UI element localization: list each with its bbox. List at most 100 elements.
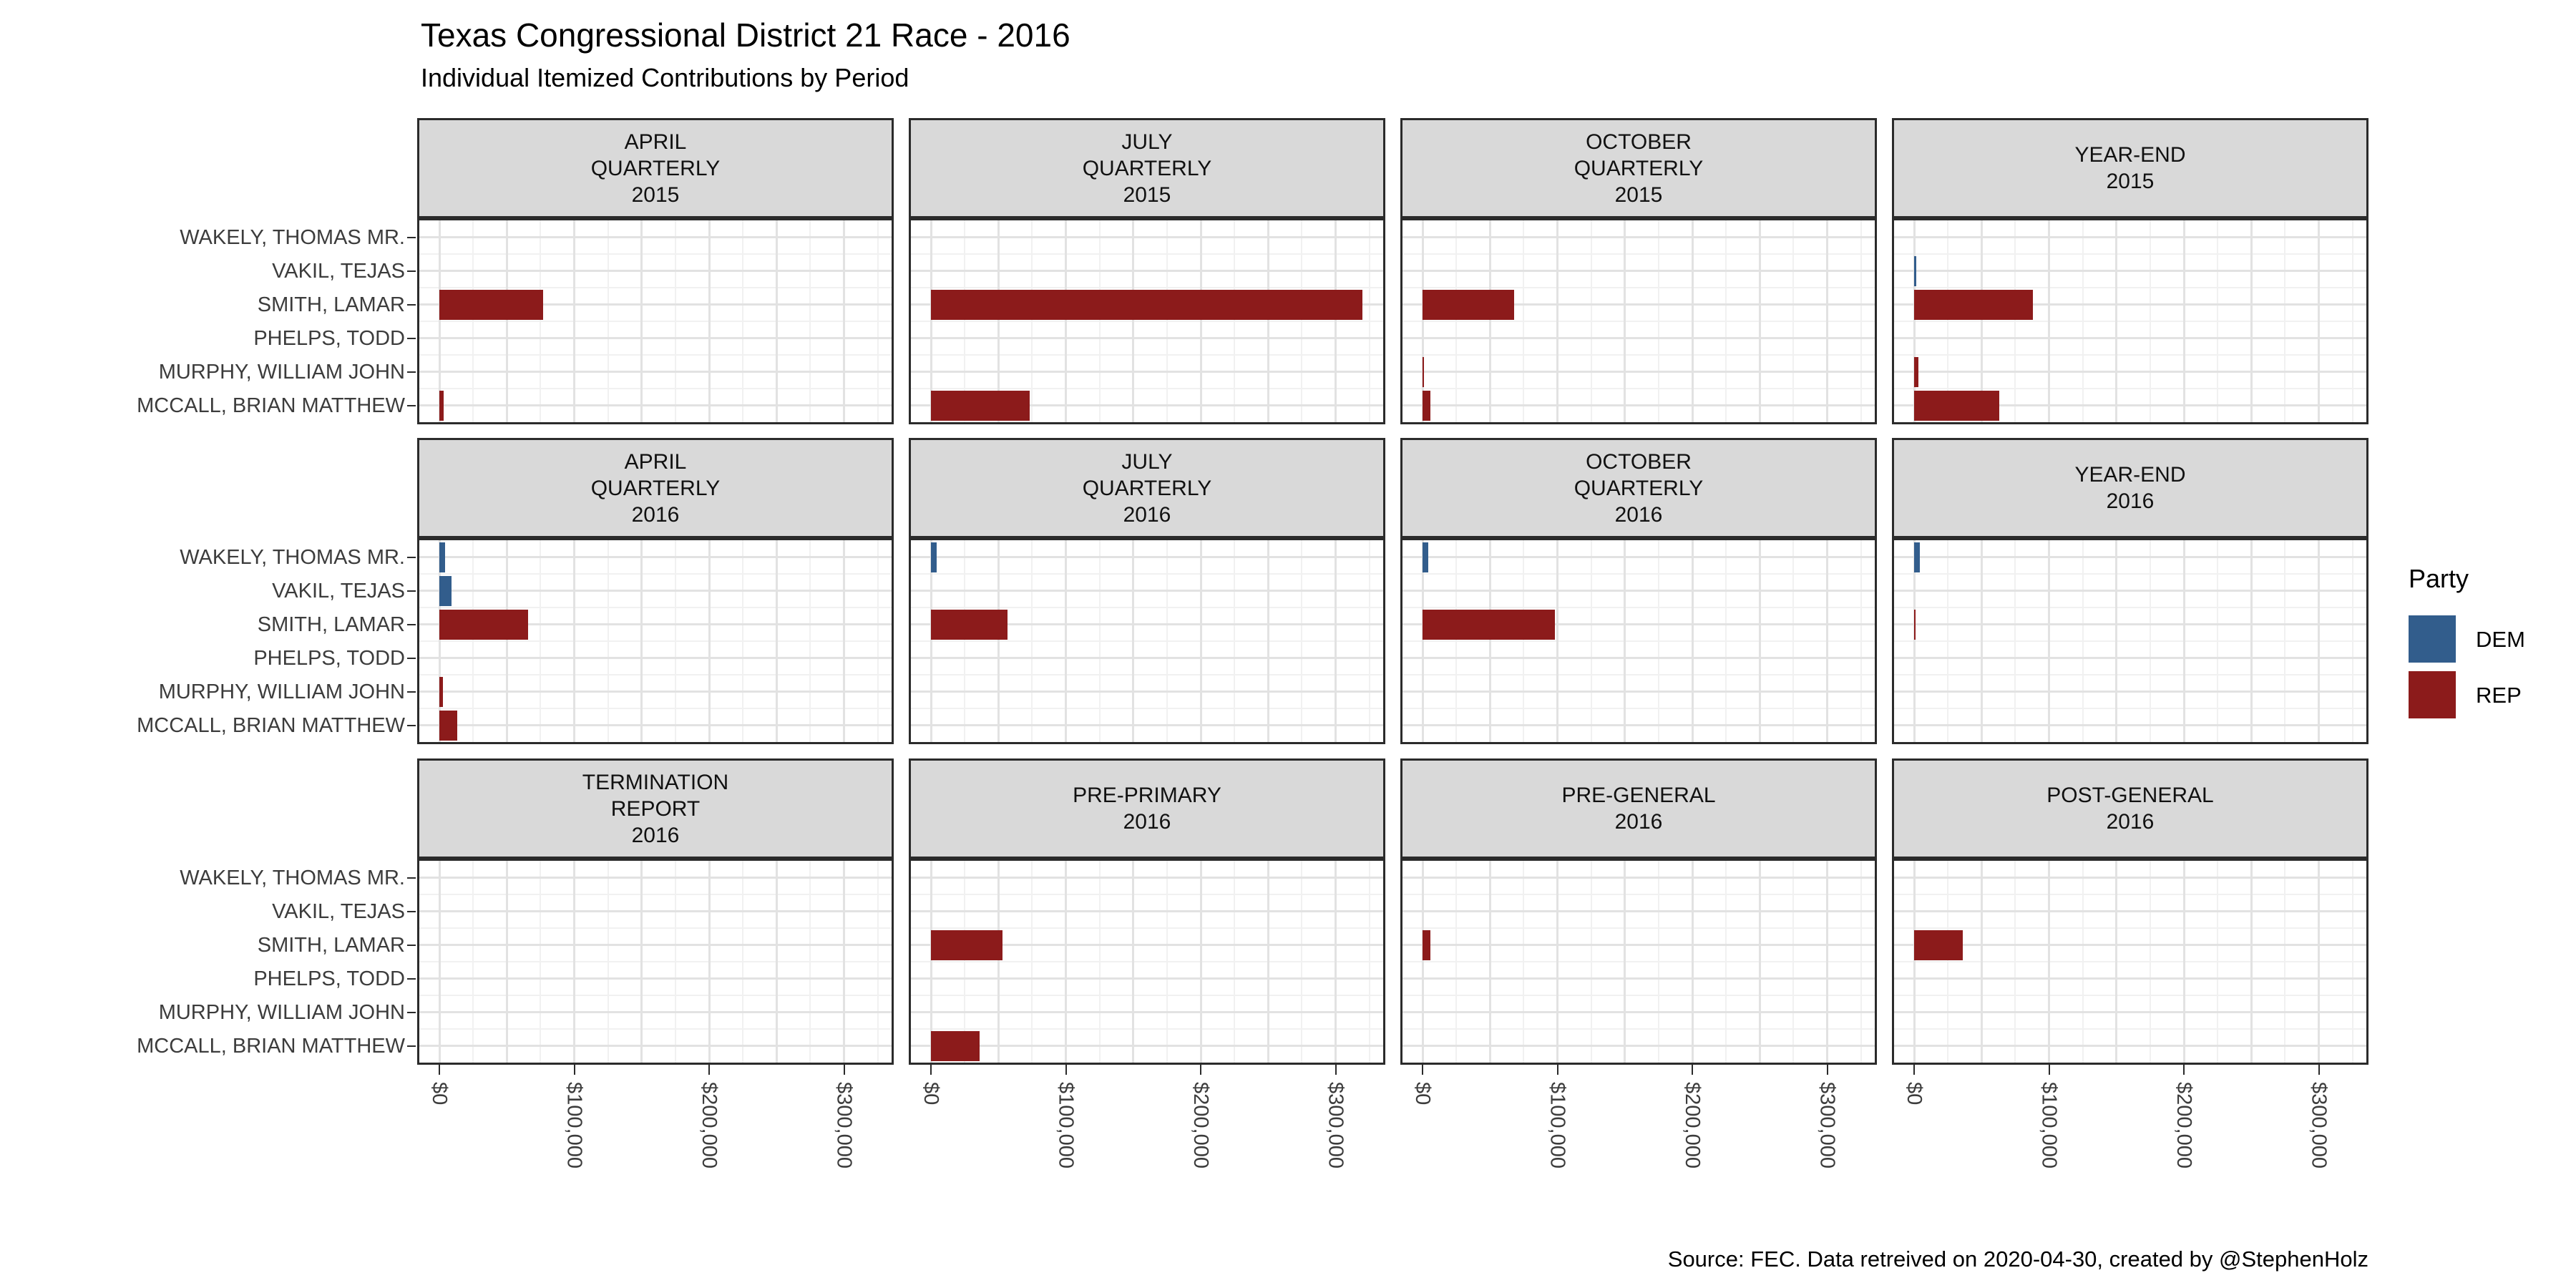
gridline [419, 623, 892, 625]
gridline [1402, 404, 1875, 406]
gridline [2318, 861, 2320, 1063]
gridline [2250, 540, 2253, 742]
facet-strip-label: APRIL [624, 130, 687, 154]
gridline [2182, 861, 2185, 1063]
gridline [1402, 640, 1875, 642]
gridline [1826, 861, 1828, 1063]
axis-tick [407, 877, 416, 879]
gridline [419, 556, 892, 558]
axis-tick [407, 371, 416, 373]
facet-strip-label: YEAR-END [2074, 143, 2186, 167]
facet-strip-label: QUARTERLY [1082, 156, 1212, 180]
gridline [708, 861, 711, 1063]
x-axis-tick-label: $300,000 [832, 1082, 856, 1169]
gridline [2250, 861, 2253, 1063]
facet-strip-label: 2015 [2106, 170, 2155, 193]
facet-strip-label: 2016 [631, 502, 680, 527]
gridline [1402, 657, 1875, 659]
facet-strip: YEAR-END 2016 [1892, 438, 2368, 538]
gridline [419, 894, 892, 895]
gridline [1894, 573, 2366, 575]
gridline [708, 220, 711, 422]
axis-tick [407, 657, 416, 659]
axis-tick [407, 590, 416, 592]
x-axis-tick-label: $0 [919, 1082, 942, 1106]
facet-strip-label: TERMINATION [582, 770, 729, 794]
axis-tick [439, 1065, 440, 1075]
gridline [419, 657, 892, 659]
gridline [1488, 861, 1491, 1063]
gridline [1402, 927, 1875, 929]
gridline [1402, 1028, 1875, 1030]
gridline [419, 1028, 892, 1030]
gridline [1421, 540, 1424, 742]
gridline [1199, 861, 1202, 1063]
gridline [911, 657, 1383, 659]
bar-dem [439, 542, 445, 572]
gridline [911, 270, 1383, 272]
gridline [930, 861, 932, 1063]
gridline [1402, 877, 1875, 879]
x-axis-tick-label: $100,000 [562, 1082, 586, 1169]
x-axis-tick-label: $100,000 [1546, 1082, 1569, 1169]
y-axis-label: VAKIL, TEJAS [272, 579, 405, 602]
gridline [1199, 220, 1202, 422]
gridline [1894, 1045, 2366, 1047]
y-axis-label: MURPHY, WILLIAM JOHN [158, 1000, 405, 1024]
gridline [1335, 861, 1337, 1063]
facet-strip-label: 2016 [1614, 810, 1663, 834]
bar-rep [1423, 390, 1430, 421]
gridline [911, 894, 1383, 895]
gridline [1556, 861, 1558, 1063]
facet-panel [1892, 218, 2368, 424]
gridline [419, 640, 892, 642]
gridline [911, 877, 1383, 879]
gridline [1402, 691, 1875, 693]
facet-strip: OCTOBER QUARTERLY 2016 [1400, 438, 1877, 538]
gridline [419, 1011, 892, 1013]
gridline [911, 640, 1383, 642]
gridline [1894, 371, 2366, 373]
gridline [997, 540, 1000, 742]
bar-rep [439, 609, 528, 640]
gridline [419, 573, 892, 575]
facet-strip: YEAR-END 2015 [1892, 118, 2368, 218]
gridline [1132, 540, 1135, 742]
gridline [911, 708, 1383, 709]
gridline [419, 590, 892, 592]
chart-subtitle: Individual Itemized Contributions by Per… [421, 63, 909, 92]
gridline [1691, 861, 1694, 1063]
y-axis-label: WAKELY, THOMAS MR. [180, 225, 405, 249]
facet-panel [1400, 859, 1877, 1065]
axis-tick [407, 623, 416, 625]
gridline [911, 724, 1383, 726]
gridline [911, 1028, 1383, 1030]
gridline [1402, 371, 1875, 373]
gridline [1691, 540, 1694, 742]
axis-tick [1422, 1065, 1423, 1075]
y-axis-label: PHELPS, TODD [253, 967, 405, 990]
gridline [2250, 220, 2253, 422]
gridline [1894, 404, 2366, 406]
facet-strip-label: JULY [1121, 449, 1173, 474]
gridline [1980, 220, 1983, 422]
chart-caption: Source: FEC. Data retreived on 2020-04-3… [1667, 1246, 2368, 1272]
gridline [911, 944, 1383, 946]
gridline [2182, 220, 2185, 422]
gridline [1402, 236, 1875, 238]
gridline [1894, 691, 2366, 693]
gridline [1335, 220, 1337, 422]
gridline [419, 404, 892, 406]
axis-tick [407, 1045, 416, 1047]
gridline [419, 708, 892, 709]
gridline [1402, 573, 1875, 575]
axis-tick [407, 944, 416, 946]
gridline [1894, 640, 2366, 642]
facet-strip-label: POST-GENERAL [2046, 784, 2214, 807]
facet-strip: APRIL QUARTERLY 2015 [417, 118, 894, 218]
gridline [1402, 388, 1875, 389]
gridline [1402, 1011, 1875, 1013]
gridline [419, 236, 892, 238]
facet-strip-label: 2015 [1123, 182, 1171, 207]
axis-tick [407, 724, 416, 726]
